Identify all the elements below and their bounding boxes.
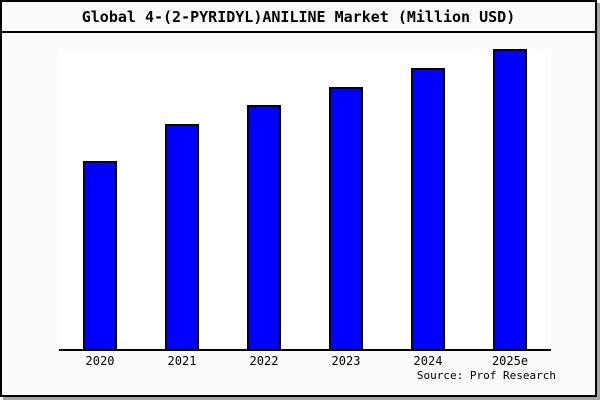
chart-title: Global 4-(2-PYRIDYL)ANILINE Market (Mill… (81, 7, 516, 26)
source-credit: Source: Prof Research (416, 369, 556, 382)
x-tick-label-2025e: 2025e (491, 354, 529, 368)
x-tick-label-2022: 2022 (249, 354, 279, 368)
bar-2024 (411, 68, 445, 349)
chart-title-bar: Global 4-(2-PYRIDYL)ANILINE Market (Mill… (2, 2, 595, 33)
x-tick-label-2023: 2023 (331, 354, 361, 368)
x-tick-label-2020: 2020 (85, 354, 115, 368)
plot-area (59, 49, 551, 351)
bar-2022 (247, 105, 281, 349)
bar-2023 (329, 87, 363, 349)
x-tick-label-2021: 2021 (167, 354, 197, 368)
bar-2020 (83, 161, 117, 349)
bar-2021 (165, 124, 199, 349)
x-tick-label-2024: 2024 (413, 354, 443, 368)
x-axis-labels: 2020 2021 2022 2023 2024 2025e (2, 354, 595, 370)
bar-2025e (493, 49, 527, 349)
